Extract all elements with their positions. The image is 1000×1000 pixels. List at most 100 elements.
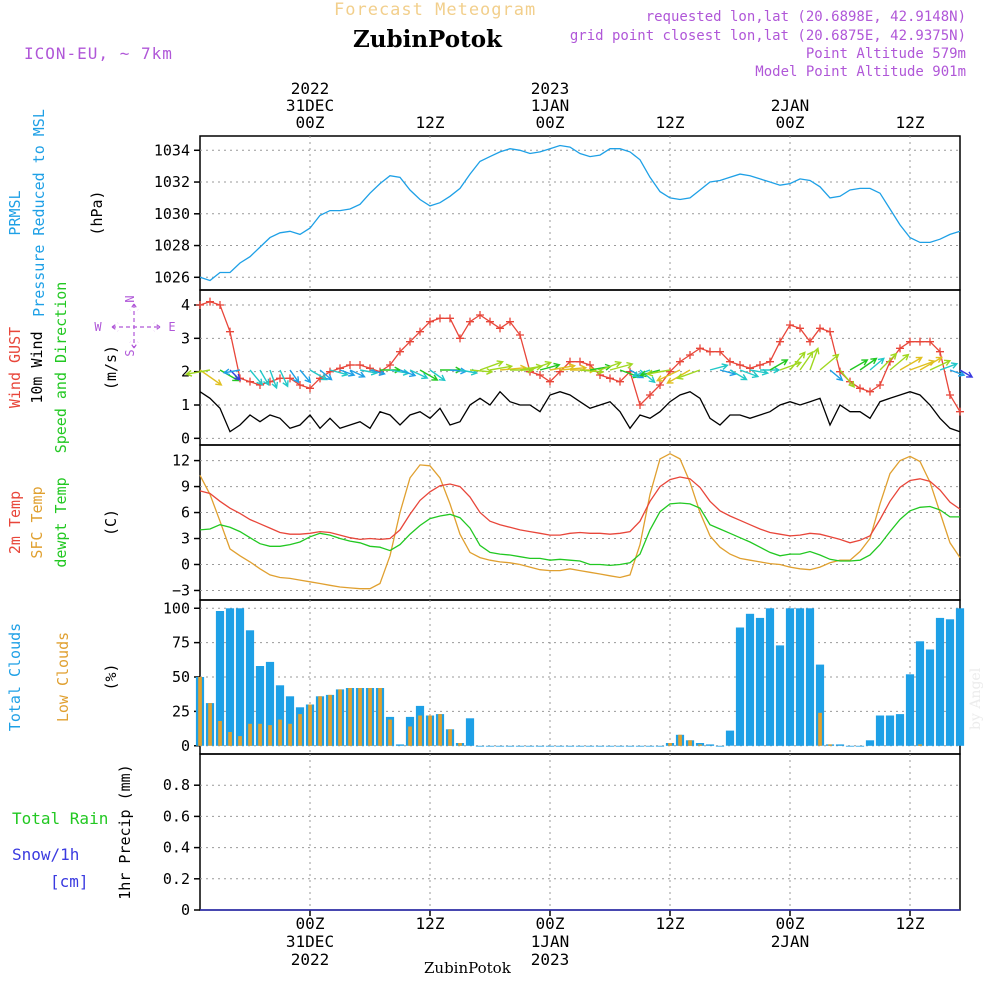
wind-ytick-label: 1 bbox=[181, 396, 190, 414]
total-clouds-bar bbox=[235, 608, 245, 746]
wind-gust-marker bbox=[736, 361, 744, 369]
wind-gust-marker bbox=[356, 361, 364, 369]
low-clouds-bar bbox=[668, 743, 672, 746]
time-tick-label-top: 00Z bbox=[296, 113, 325, 132]
pressure-ytick-label: 1028 bbox=[154, 237, 190, 255]
total-clouds-bar bbox=[615, 745, 625, 747]
wind-gust-marker bbox=[946, 391, 954, 399]
time-date-label-top: 2022 bbox=[291, 79, 330, 98]
wind-ytick-label: 4 bbox=[181, 296, 190, 314]
wind-gust-marker bbox=[406, 337, 414, 346]
low-clouds-bar bbox=[828, 744, 832, 746]
total-clouds-bar bbox=[735, 627, 745, 746]
total-clouds-bar bbox=[265, 661, 275, 746]
wind-gust-marker bbox=[306, 384, 314, 393]
total-clouds-bar bbox=[485, 745, 495, 747]
low-clouds-bar bbox=[448, 729, 452, 746]
low-clouds-bar bbox=[288, 723, 292, 746]
clouds-axis-label: Low Clouds bbox=[54, 632, 72, 722]
wind-gust-marker bbox=[926, 337, 934, 346]
total-clouds-bar bbox=[655, 745, 665, 747]
low-clouds-bar bbox=[698, 744, 702, 746]
precip-ytick-label: 0.4 bbox=[163, 839, 190, 857]
total-clouds-bar bbox=[605, 745, 615, 747]
total-clouds-bar bbox=[775, 645, 785, 746]
wind-gust-marker bbox=[826, 327, 834, 336]
time-date-label-top: 2JAN bbox=[771, 96, 810, 115]
wind-direction-arrow bbox=[299, 369, 312, 384]
total-clouds-bar bbox=[875, 715, 885, 746]
wind-direction-arrow bbox=[579, 368, 605, 376]
wind-direction-arrow bbox=[249, 369, 264, 386]
wind-gust-marker bbox=[436, 314, 444, 323]
requested-location: requested lon,lat (20.6898E, 42.9148N) bbox=[645, 9, 966, 25]
wind-direction-arrow bbox=[222, 368, 241, 376]
low-clouds-bar bbox=[348, 688, 352, 746]
wind-direction-arrow bbox=[631, 369, 651, 378]
model-point-altitude: Model Point Altitude 901m bbox=[755, 64, 966, 80]
total-clouds-bar bbox=[535, 745, 545, 747]
total-clouds-bar bbox=[805, 608, 815, 746]
wind-direction-arrow bbox=[399, 369, 417, 378]
total-clouds-bar bbox=[595, 745, 605, 747]
wind-direction-arrow bbox=[719, 369, 737, 377]
wind-direction-arrow bbox=[769, 359, 789, 371]
low-clouds-bar bbox=[918, 744, 922, 746]
wind-direction-arrow bbox=[799, 350, 814, 371]
time-tick-label-bottom: 12Z bbox=[656, 914, 685, 933]
wind-direction-arrow bbox=[729, 369, 748, 381]
pressure-axis-label: Pressure Reduced to MSL bbox=[30, 109, 48, 317]
wind-gust-marker bbox=[756, 361, 764, 369]
total-clouds-bar bbox=[555, 745, 565, 747]
wind-direction-arrow bbox=[599, 360, 623, 371]
temp-axis-label: (C) bbox=[102, 509, 120, 536]
low-clouds-bar bbox=[308, 704, 312, 746]
total-clouds-bar bbox=[915, 641, 925, 746]
wind-direction-arrow bbox=[839, 369, 856, 389]
wind-direction-arrow bbox=[289, 369, 300, 384]
pressure-panel-frame bbox=[199, 135, 961, 291]
temp-axis-label: dewpt Temp bbox=[52, 477, 70, 567]
wind-direction-arrow bbox=[655, 369, 681, 382]
wind-panel-frame bbox=[199, 289, 961, 446]
wind-direction-arrow bbox=[369, 369, 386, 376]
pressure-ytick-label: 1034 bbox=[154, 141, 190, 159]
time-tick-label-top: 12Z bbox=[416, 113, 445, 132]
wind-gust-marker bbox=[396, 347, 404, 356]
wind-direction-arrow bbox=[959, 369, 974, 378]
wind-gust-marker bbox=[716, 347, 724, 356]
clouds-ytick-label: 75 bbox=[172, 634, 190, 652]
total-clouds-bar bbox=[755, 617, 765, 746]
time-date-label-bottom: 1JAN bbox=[531, 932, 570, 951]
wind-direction-arrow bbox=[539, 362, 561, 371]
wind-gust-marker bbox=[886, 357, 894, 366]
wind-direction-arrow bbox=[869, 357, 885, 371]
wind-gust-marker bbox=[766, 357, 774, 366]
clouds-axis-label: Total Clouds bbox=[6, 623, 24, 731]
low-clouds-bar bbox=[258, 723, 262, 746]
low-clouds-bar bbox=[688, 740, 692, 746]
wind-gust-marker bbox=[486, 317, 494, 326]
total-clouds-bar bbox=[625, 745, 635, 747]
total-clouds-bar bbox=[935, 617, 945, 746]
wind-speed-line bbox=[199, 390, 961, 433]
time-tick-label-bottom: 00Z bbox=[536, 914, 565, 933]
time-tick-label-top: 00Z bbox=[536, 113, 565, 132]
wind-ytick-label: 0 bbox=[181, 429, 190, 447]
wind-gust-marker bbox=[686, 351, 694, 359]
wind-direction-arrow bbox=[309, 369, 328, 381]
total-clouds-bar bbox=[585, 745, 595, 747]
total-clouds-bar bbox=[515, 745, 525, 747]
time-date-label-top: 31DEC bbox=[286, 96, 334, 115]
wind-gust-marker bbox=[836, 367, 844, 376]
precip-panel-frame bbox=[199, 753, 961, 911]
total-clouds-bar bbox=[225, 608, 235, 746]
total-clouds-bar bbox=[855, 745, 865, 747]
wind-direction-arrow bbox=[279, 369, 289, 388]
pressure-axis-label: PRMSL bbox=[6, 190, 24, 235]
wind-gust-marker bbox=[456, 334, 464, 343]
wind-gust-marker bbox=[246, 377, 254, 386]
time-tick-label-bottom: 12Z bbox=[416, 914, 445, 933]
pressure-line bbox=[199, 144, 961, 282]
